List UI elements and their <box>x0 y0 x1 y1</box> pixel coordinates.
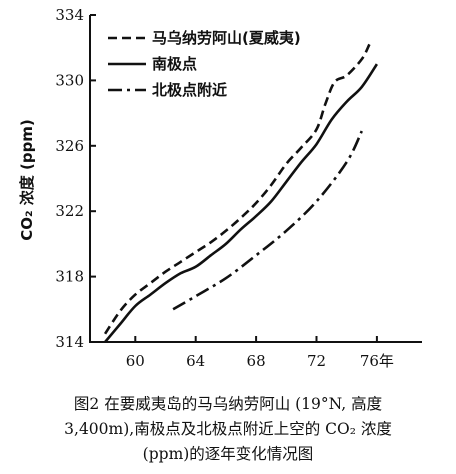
figure-caption: 图2 在要威夷岛的马乌纳劳阿山 (19°N, 高度 3,400m),南极点及北极… <box>8 392 448 467</box>
series-group <box>104 43 378 343</box>
caption-line-1: 图2 在要威夷岛的马乌纳劳阿山 (19°N, 高度 <box>73 395 383 413</box>
y-tick-label: 334 <box>55 6 84 24</box>
x-tick-label: 64 <box>186 352 205 370</box>
y-tick-label: 318 <box>55 268 84 286</box>
y-tick-label: 314 <box>55 333 84 351</box>
x-tick-label: 68 <box>247 352 266 370</box>
ticks: 314 318 322 326 330 334 60 64 68 72 76年 <box>55 6 394 370</box>
y-tick-label: 330 <box>55 71 84 89</box>
chart: 314 318 322 326 330 334 60 64 68 72 76年 马乌纳劳阿山(夏威夷… <box>18 6 422 370</box>
legend-label-2: 南极点 <box>152 55 197 73</box>
x-tick-label: 76年 <box>360 352 394 370</box>
x-tick-label: 72 <box>307 352 326 370</box>
caption-line-2: 3,400m),南极点及北极点附近上空的 CO₂ 浓度 <box>64 420 392 438</box>
legend-label-1: 马乌纳劳阿山(夏威夷) <box>152 29 301 47</box>
caption-line-3: (ppm)的逐年变化情况图 <box>142 445 314 463</box>
legend-label-3: 北极点附近 <box>152 81 227 99</box>
y-axis-label: CO₂ 浓度 (ppm) <box>18 119 36 241</box>
y-tick-label: 322 <box>55 202 84 220</box>
x-tick-label: 60 <box>126 352 145 370</box>
series-line-3 <box>172 130 363 311</box>
y-tick-label: 326 <box>55 137 84 155</box>
series-line-2 <box>104 63 378 343</box>
series-line-1 <box>104 43 371 335</box>
